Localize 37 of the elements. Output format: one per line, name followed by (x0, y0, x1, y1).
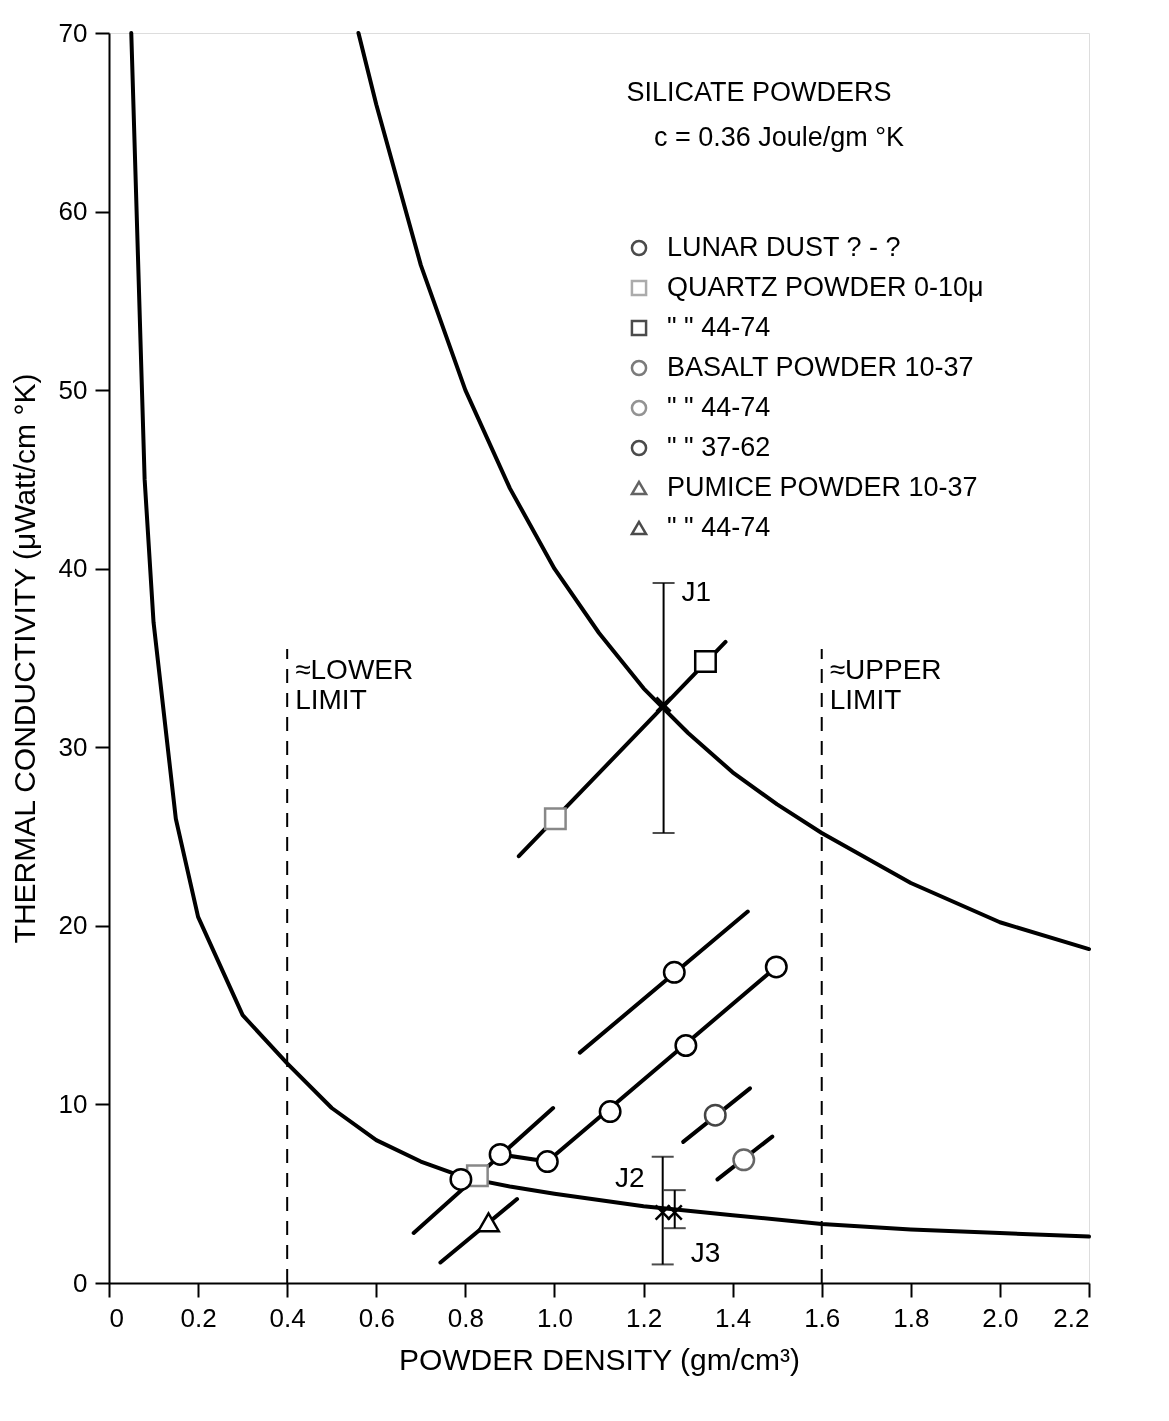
y-tick-label: 0 (73, 1267, 88, 1298)
x-tick-label: 2.0 (982, 1302, 1019, 1333)
y-axis-title: THERMAL CONDUCTIVITY (μWatt/cm °K) (7, 373, 41, 944)
legend-label: PUMICE POWDER 10-37 (667, 472, 978, 502)
y-tick-label: 50 (58, 374, 88, 405)
annotation: J2 (615, 1161, 645, 1193)
x-tick-label: 0.2 (180, 1302, 217, 1333)
x-tick-label: 0.6 (358, 1302, 395, 1333)
legend-label: LUNAR DUST ? - ? (667, 232, 901, 262)
x-tick-label: 0 (109, 1302, 124, 1333)
legend-label: " " 44-74 (667, 512, 771, 542)
annotation: ≈LOWER LIMIT (295, 653, 414, 715)
y-tick-label: 60 (58, 196, 88, 227)
x-tick-label: 1.6 (804, 1302, 841, 1333)
text: SILICATE POWDERS (626, 77, 892, 107)
x-tick-label: 1.4 (715, 1302, 752, 1333)
annotation: J3 (690, 1237, 721, 1269)
legend-label: " " 44-74 (667, 392, 771, 422)
y-tick-label: 10 (58, 1088, 88, 1119)
x-tick-label: 1.8 (893, 1302, 930, 1333)
legend-label: " " 37-62 (667, 432, 771, 462)
x-tick-label: 1.0 (536, 1302, 574, 1333)
x-tick-label: 0.8 (447, 1302, 484, 1333)
x-tick-label: 0.4 (269, 1302, 306, 1333)
y-tick-label: 70 (58, 17, 88, 48)
text: c = 0.36 Joule/gm °K (653, 122, 905, 152)
x-tick-label: 1.2 (625, 1302, 663, 1333)
x-tick-label: 2.2 (1053, 1302, 1090, 1333)
y-tick-label: 20 (58, 910, 88, 941)
annotation: J1 (681, 576, 712, 607)
legend-label: QUARTZ POWDER 0-10μ (667, 272, 984, 302)
annotation: ≈UPPER LIMIT (829, 653, 942, 715)
y-tick-label: 40 (58, 553, 88, 584)
x-axis-title: POWDER DENSITY (gm/cm³) (398, 1342, 801, 1376)
legend-label: " " 44-74 (667, 312, 771, 342)
y-tick-label: 30 (58, 731, 88, 762)
legend-label: BASALT POWDER 10-37 (667, 352, 974, 382)
